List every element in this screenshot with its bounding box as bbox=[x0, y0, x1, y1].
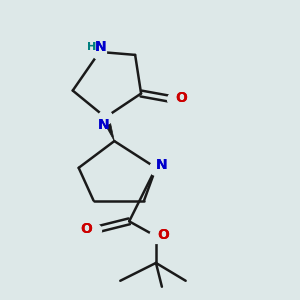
Text: N: N bbox=[95, 40, 107, 55]
Text: N: N bbox=[98, 118, 110, 132]
Text: N: N bbox=[95, 40, 107, 55]
Text: O: O bbox=[80, 222, 92, 236]
Text: N: N bbox=[156, 158, 168, 172]
Text: N: N bbox=[156, 158, 168, 172]
Text: O: O bbox=[175, 91, 187, 105]
Text: O: O bbox=[175, 91, 187, 105]
Text: O: O bbox=[158, 228, 169, 242]
Text: O: O bbox=[158, 228, 169, 242]
Text: O: O bbox=[80, 222, 92, 236]
Polygon shape bbox=[102, 116, 114, 141]
Text: N: N bbox=[98, 118, 110, 132]
Text: H: H bbox=[86, 43, 96, 52]
Text: H: H bbox=[87, 43, 97, 52]
